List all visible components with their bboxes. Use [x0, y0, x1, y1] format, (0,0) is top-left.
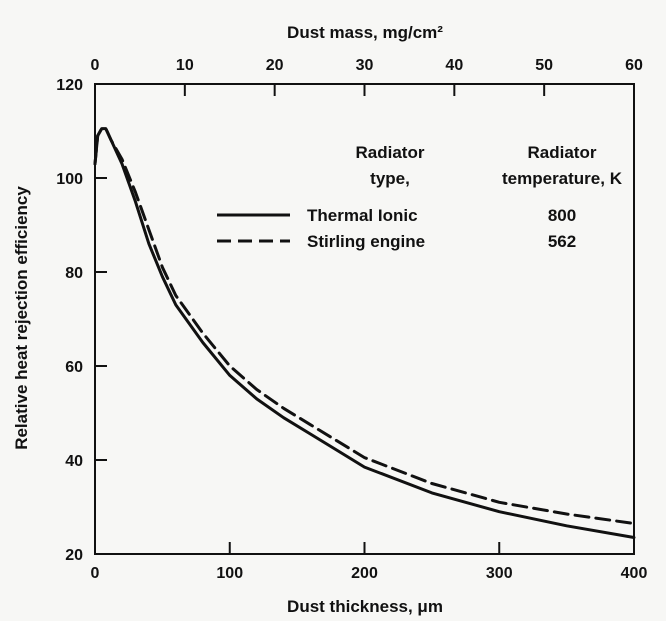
legend-header-type-line1: Radiator	[356, 143, 425, 162]
x-tick-label: 200	[351, 565, 378, 582]
y-tick-label: 120	[56, 77, 83, 94]
y-axis-label: Relative heat rejection efficiency	[12, 186, 31, 450]
legend-value-thermal-ionic: 800	[548, 206, 576, 225]
x-tick-label: 300	[486, 565, 513, 582]
legend: Radiator type, Radiator temperature, K T…	[217, 143, 623, 251]
top-tick-label: 30	[356, 57, 374, 74]
legend-header-temp-line2: temperature, K	[502, 169, 623, 188]
top-tick-label: 0	[91, 57, 100, 74]
axis-ticks: 0 100 200 300 400 0 10 20 30 40 50 60 20 40 60 80 100 120	[56, 57, 647, 582]
x-tick-label: 100	[216, 565, 243, 582]
legend-header-type-line2: type,	[370, 169, 410, 188]
y-tick-label: 80	[65, 265, 83, 282]
y-tick-label: 40	[65, 453, 83, 470]
series-lines	[93, 127, 636, 539]
top-tick-label: 10	[176, 57, 194, 74]
legend-entry-stirling-engine: Stirling engine	[307, 232, 425, 251]
x-tick-label: 400	[621, 565, 648, 582]
top-tick-label: 40	[445, 57, 463, 74]
top-tick-label: 50	[535, 57, 553, 74]
x-axis-label: Dust thickness, μm	[287, 597, 443, 616]
legend-entry-thermal-ionic: Thermal Ionic	[307, 206, 418, 225]
y-tick-label: 100	[56, 171, 83, 188]
top-axis-label: Dust mass, mg/cm²	[287, 23, 443, 42]
y-tick-label: 20	[65, 547, 83, 564]
top-tick-label: 20	[266, 57, 284, 74]
y-tick-label: 60	[65, 359, 83, 376]
series-line-stirling-engine	[93, 127, 636, 525]
series-line-thermal-ionic	[93, 127, 636, 539]
top-tick-label: 60	[625, 57, 643, 74]
legend-header-temp-line1: Radiator	[528, 143, 597, 162]
legend-value-stirling-engine: 562	[548, 232, 576, 251]
x-tick-label: 0	[91, 565, 100, 582]
